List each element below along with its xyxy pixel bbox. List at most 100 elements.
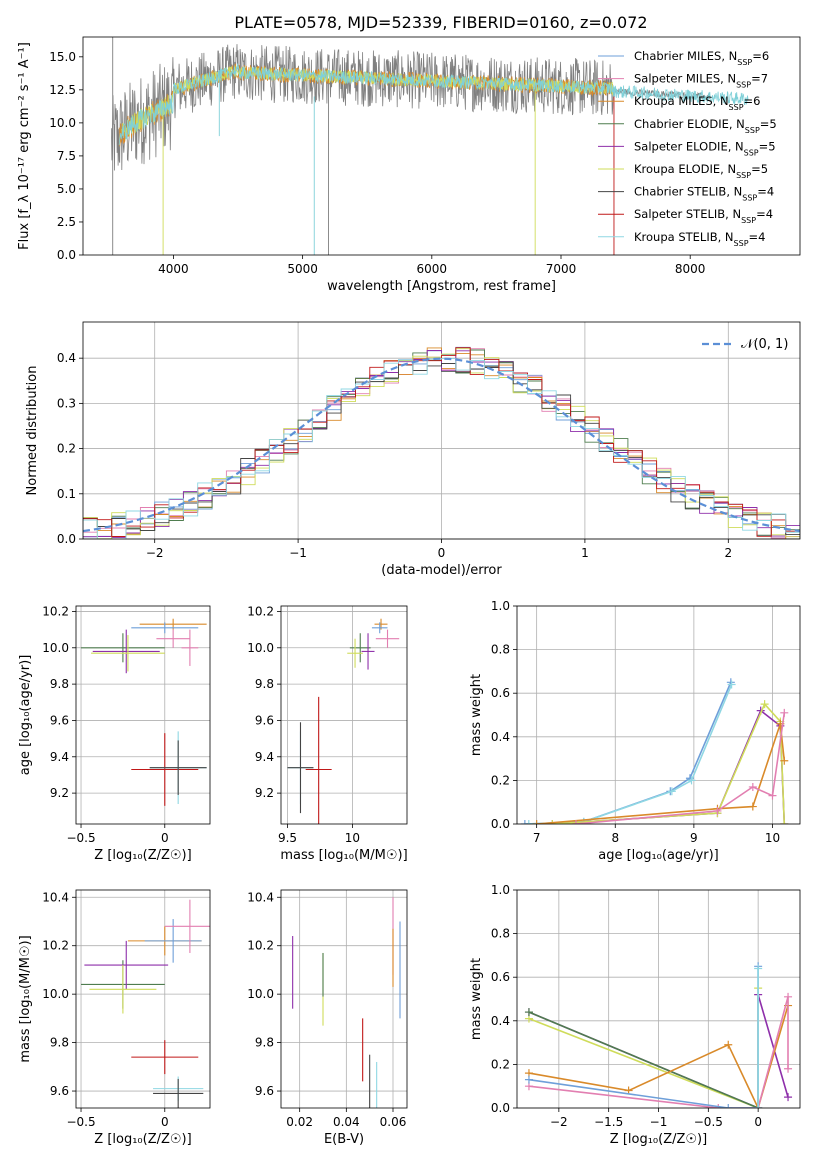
- weight-marker: [754, 1104, 763, 1108]
- gaussian-curve: [83, 357, 800, 533]
- error-bar-point: [349, 633, 371, 663]
- x-tick-label: 0.02: [286, 1115, 313, 1129]
- weight-marker: [524, 820, 533, 824]
- y-tick-label: 9.6: [255, 713, 274, 727]
- weight-marker: [724, 1104, 733, 1108]
- y-tick-label: 0.0: [57, 248, 76, 262]
- y-tick-label: 1.0: [491, 883, 510, 897]
- y-axis-label: age [log₁₀(age/yr)]: [18, 655, 33, 776]
- x-tick-label: −2: [146, 546, 164, 560]
- x-axis-label: mass [log₁₀(M/M☉)]: [280, 848, 407, 863]
- error-bar-point: [153, 1078, 204, 1108]
- legend-label: Kroupa MILES, NSSP=6: [634, 94, 760, 112]
- y-axis-label: Normed distribution: [25, 366, 40, 496]
- weight-marker: [768, 791, 777, 800]
- weight-marker: [784, 1064, 793, 1073]
- x-tick-label: 7000: [546, 262, 577, 276]
- x-tick-label: −1: [650, 1115, 668, 1129]
- y-tick-label: 0.0: [491, 1101, 510, 1115]
- legend-label: Salpeter MILES, NSSP=7: [634, 72, 768, 90]
- weight-marker: [760, 700, 769, 709]
- error-bar-point: [144, 919, 202, 963]
- y-tick-label: 9.6: [255, 1084, 274, 1098]
- y-tick-label: 0.3: [57, 396, 76, 410]
- plots-layer: 4000 5000 6000 7000 80000.02.55.07.510.012.5…: [17, 36, 801, 1147]
- weight-marker: [524, 1075, 533, 1084]
- axes-frame: [516, 605, 801, 825]
- y-tick-label: 5.0: [57, 182, 76, 196]
- weight-line: [528, 1011, 759, 1108]
- axes: −0.5 0 9.2 9.4 9.6 9.8 10.0 10.2 Z [log₁₀(Z/Z☉)]…: [18, 604, 211, 863]
- y-tick-label: 10.0: [42, 987, 69, 1001]
- plot-area: [524, 962, 793, 1108]
- y-tick-label: 9.6: [50, 713, 69, 727]
- weight-line: [536, 723, 786, 824]
- axes-frame: [75, 605, 211, 825]
- x-axis-label: E(B-V): [324, 1132, 364, 1147]
- weight-marker: [780, 756, 789, 765]
- axes-frame: [82, 321, 801, 540]
- axes: −2 −1 0 1 2 0.0 0.1 0.2 0.3 0.4 (data-model)/error…: [25, 321, 801, 578]
- y-tick-label: 10.2: [42, 604, 69, 618]
- panel-age_vs_Z: −0.5 0 9.2 9.4 9.6 9.8 10.0 10.2 Z [log₁₀(Z/Z☉)]…: [18, 604, 211, 863]
- figure-title: PLATE=0578, MJD=52339, FIBERID=0160, z=0…: [234, 13, 647, 32]
- y-tick-label: 1.0: [491, 599, 510, 613]
- y-tick-label: 0.6: [491, 970, 510, 984]
- weight-marker: [748, 782, 757, 791]
- y-tick-label: 9.4: [255, 750, 274, 764]
- weight-marker: [780, 820, 789, 824]
- panel-mass_vs_Z: −0.5 0 9.6 9.8 10.0 10.2 10.4 Z [log₁₀(Z/Z☉)] ma…: [18, 889, 211, 1147]
- x-axis-label: wavelength [Angstrom, rest frame]: [327, 279, 556, 294]
- y-axis-label: mass weight: [469, 674, 484, 756]
- error-bar-point: [131, 1040, 199, 1075]
- y-tick-label: 9.6: [50, 1084, 69, 1098]
- y-tick-label: 10.4: [247, 890, 274, 904]
- y-tick-label: 9.8: [255, 677, 274, 691]
- weight-series: [754, 964, 763, 1108]
- y-tick-label: 10.0: [247, 641, 274, 655]
- y-tick-label: 0.6: [491, 686, 510, 700]
- error-bar-point: [131, 622, 199, 634]
- x-tick-label: 0: [161, 1115, 169, 1129]
- x-tick-label: 10: [345, 831, 360, 845]
- weight-marker: [784, 992, 793, 1001]
- y-tick-label: 0.2: [57, 442, 76, 456]
- axes: 4000 5000 6000 7000 8000 0.0 2.5 5.0 7.5 10.0 12.5…: [17, 36, 801, 294]
- legend-label: Chabrier MILES, NSSP=6: [634, 49, 769, 67]
- residual-histogram: [83, 358, 800, 539]
- y-axis-label: Flux [f_λ 10⁻¹⁷ erg cm⁻² s⁻¹ A⁻¹]: [17, 42, 32, 250]
- weight-marker: [571, 820, 580, 824]
- grid: [281, 606, 407, 824]
- error-bar-point: [181, 629, 199, 666]
- plot-area: [81, 899, 210, 1108]
- panel-age_vs_mass: 9.5 10 9.2 9.4 9.6 9.8 10.0 10.2 mass [log₁₀(M/M…: [247, 604, 407, 863]
- weight-marker: [532, 820, 541, 824]
- x-tick-label: 9: [690, 831, 698, 845]
- x-tick-label: 6000: [417, 262, 448, 276]
- axes-frame: [280, 605, 408, 825]
- y-tick-label: 0.1: [57, 487, 76, 501]
- error-bar-point: [287, 722, 314, 814]
- weight-marker: [713, 806, 722, 815]
- x-tick-label: 2: [724, 546, 732, 560]
- y-tick-label: 0.8: [491, 927, 510, 941]
- error-bar-point: [92, 629, 160, 674]
- x-tick-label: −0.5: [66, 1115, 95, 1129]
- y-tick-label: 10.2: [247, 939, 274, 953]
- legend-label: Salpeter ELODIE, NSSP=5: [634, 139, 776, 157]
- error-bar-point: [149, 740, 207, 795]
- error-bar-point: [361, 633, 375, 670]
- weight-marker: [520, 820, 529, 824]
- legend-label: Kroupa ELODIE, NSSP=5: [634, 162, 768, 180]
- axes: −0.5 0 9.6 9.8 10.0 10.2 10.4 Z [log₁₀(Z/Z☉)] ma…: [18, 889, 211, 1147]
- y-tick-label: 9.8: [50, 1036, 69, 1050]
- y-tick-label: 15.0: [49, 50, 76, 64]
- plot-area: [81, 618, 207, 806]
- weight-marker: [727, 680, 736, 689]
- y-tick-label: 0.0: [491, 817, 510, 831]
- x-tick-label: 9.5: [278, 831, 297, 845]
- grid: [281, 890, 407, 1108]
- y-tick-label: 0.8: [491, 643, 510, 657]
- y-tick-label: 0.4: [491, 730, 510, 744]
